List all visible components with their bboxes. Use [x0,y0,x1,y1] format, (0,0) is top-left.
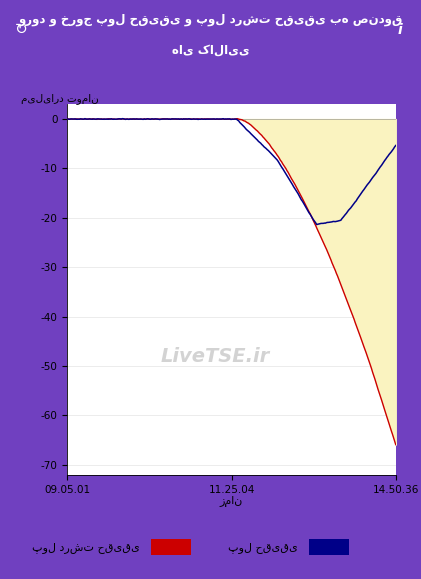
Text: ورود و خروج پول حقیقی و پول درشت حقیقی به صندوق: ورود و خروج پول حقیقی و پول درشت حقیقی ب… [18,13,403,27]
Bar [309,540,349,555]
Text: های کالایی: های کالایی [172,43,249,56]
Text: پول درشت حقیقی: پول درشت حقیقی [32,542,139,552]
Text: پول حقیقی: پول حقیقی [228,542,298,552]
X-axis label: زمان: زمان [220,496,243,507]
Text: i: i [397,23,402,37]
Text: ↻: ↻ [15,23,27,38]
Text: میلیارد تومان: میلیارد تومان [21,93,99,104]
Text: LiveTSE.ir: LiveTSE.ir [160,347,270,366]
Bar [151,540,191,555]
